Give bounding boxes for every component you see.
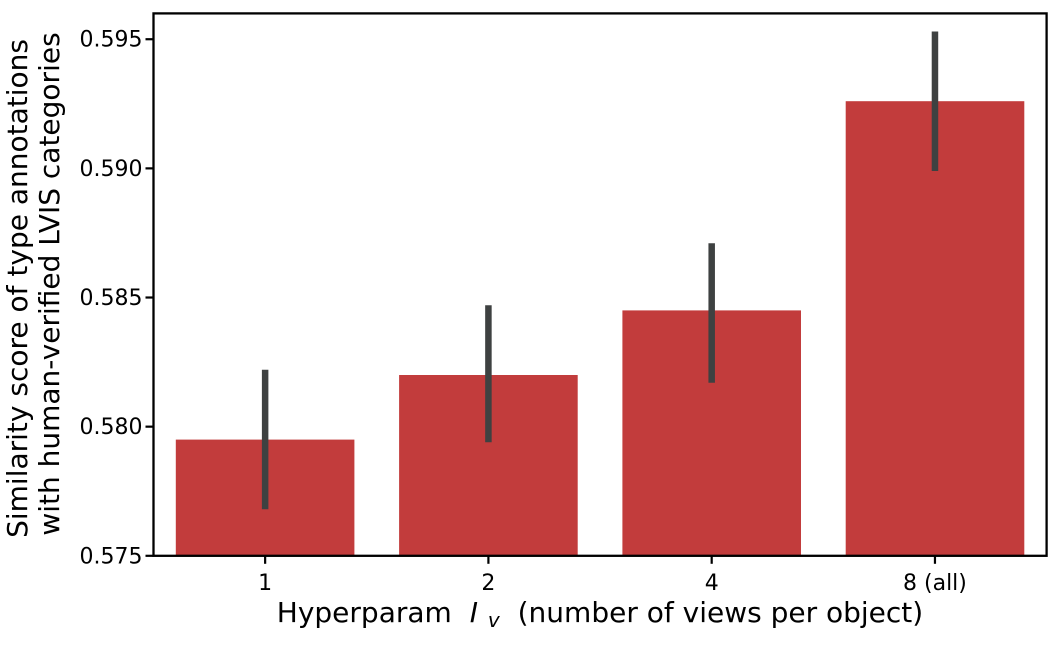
y-tick-label: 0.585 bbox=[80, 286, 143, 311]
svg-text:Hyperparam I v: Hyperparam I v (number of views per obje… bbox=[277, 596, 923, 634]
y-tick-label: 0.575 bbox=[80, 544, 143, 569]
y-axis-label-line2: with human-verified LVIS categories bbox=[33, 32, 66, 535]
plot-border bbox=[152, 12, 1048, 557]
x-axis-label: Hyperparam I v (number of views per obje… bbox=[277, 596, 923, 634]
x-tick-label: 8 (all) bbox=[903, 571, 967, 596]
x-tick-label: 4 bbox=[705, 571, 719, 596]
x-axis-label-variable: I bbox=[470, 596, 478, 629]
x-axis-label-prefix: Hyperparam bbox=[277, 596, 452, 629]
y-tick-label: 0.595 bbox=[80, 28, 143, 53]
x-axis-label-suffix: (number of views per object) bbox=[518, 596, 924, 629]
svg-text:Similarity score of type annot: Similarity score of type annotations wit… bbox=[1, 30, 66, 538]
bar bbox=[845, 101, 1025, 556]
y-tick-label: 0.590 bbox=[80, 157, 143, 182]
x-tick-label: 1 bbox=[258, 571, 272, 596]
y-axis-label: Similarity score of type annotations wit… bbox=[1, 30, 66, 538]
y-axis-label-line1: Similarity score of type annotations bbox=[1, 39, 34, 538]
x-axis-label-subscript: v bbox=[488, 608, 501, 632]
y-tick-label: 0.580 bbox=[80, 415, 143, 440]
x-tick-label: 2 bbox=[481, 571, 495, 596]
plot-area: 0.575 0.580 0.585 0.590 0.595 1 2 4 8 (all) bbox=[80, 12, 1048, 596]
